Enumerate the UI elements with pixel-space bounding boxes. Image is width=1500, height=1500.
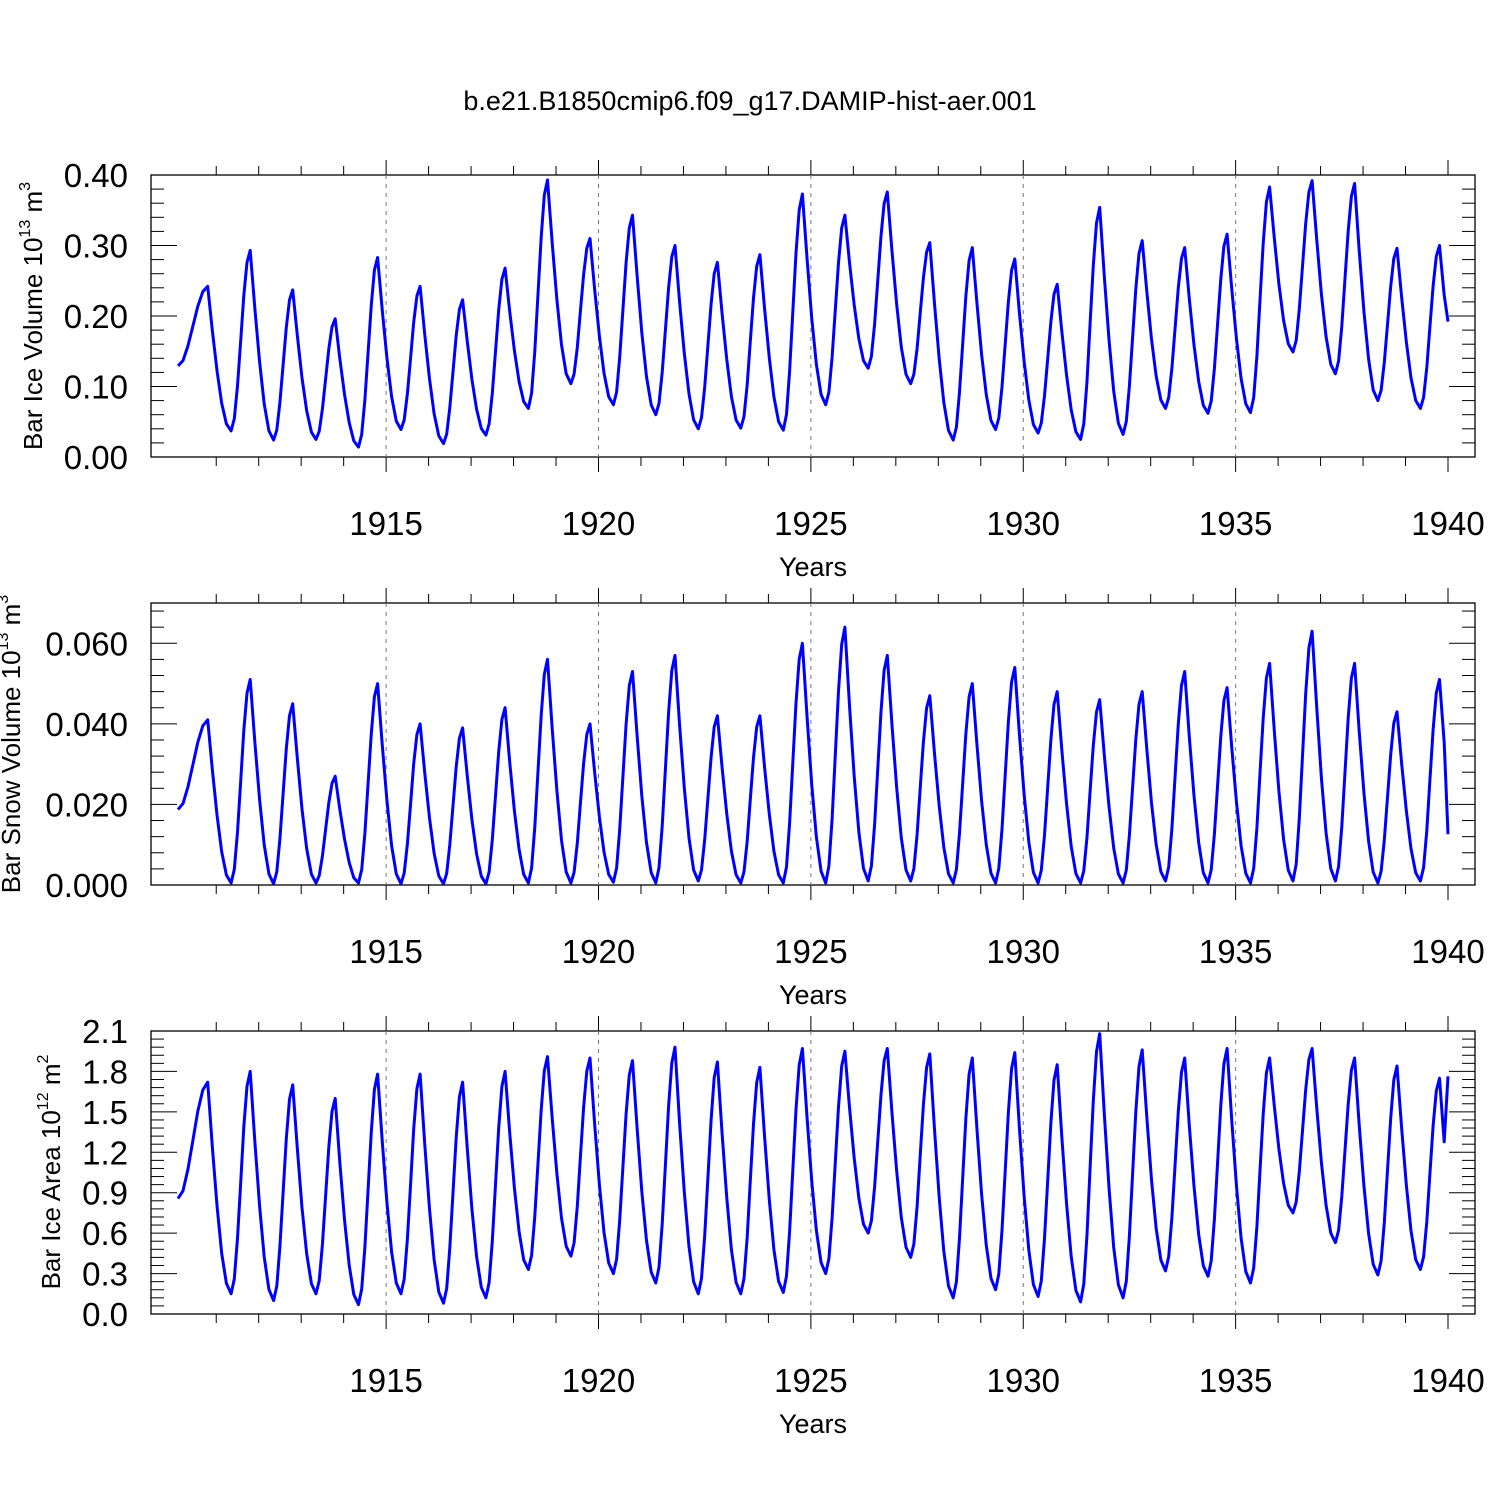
panel-3: 1915 1920 1925 1930 1935 1940 Years 0.00.3 0.60.… (35, 1013, 1485, 1439)
y-tick-label: 0.040 (45, 706, 128, 743)
y-tick-label: 1.5 (82, 1094, 128, 1131)
y-tick-label: 0.060 (45, 625, 128, 662)
y-tick-label: 0.6 (82, 1215, 128, 1252)
x-tick-label: 1920 (562, 505, 635, 542)
x-tick-label: 1940 (1411, 933, 1484, 970)
x-tick-label: 1935 (1199, 505, 1272, 542)
x-tick-label: 1930 (987, 1362, 1060, 1399)
x-tick-label: 1930 (987, 505, 1060, 542)
series-line (176, 1032, 1450, 1307)
y-tick-label: 0.9 (82, 1175, 128, 1212)
y-axis-label: Bar Ice Area 1012 m2 (35, 1054, 66, 1289)
y-tick-label: 2.1 (82, 1013, 128, 1050)
panel-1: 1915 1920 1925 1930 1935 1940 Years 0.00 0.10 0.2… (17, 157, 1485, 582)
series-line (176, 178, 1450, 449)
x-tick-label: 1915 (349, 505, 422, 542)
y-tick-label: 1.8 (82, 1053, 128, 1090)
y-tick-label: 0.000 (45, 867, 128, 904)
x-axis-label: Years (779, 552, 847, 582)
panels-group: 1915 1920 1925 1930 1935 1940 Years 0.00 0.10 0.2… (0, 157, 1485, 1439)
figure-title: b.e21.B1850cmip6.f09_g17.DAMIP-hist-aer.… (463, 86, 1036, 116)
y-tick-label: 0.0 (82, 1296, 128, 1333)
y-label-text: Bar Ice Volume 10 (18, 238, 48, 450)
y-label-text: Bar Snow Volume 10 (0, 650, 26, 893)
y-label-text: Bar Ice Area 10 (36, 1110, 66, 1289)
x-tick-label: 1925 (774, 1362, 847, 1399)
y-label-exponent: 13 (0, 632, 12, 650)
y-label-unit: m (18, 191, 48, 220)
series-line (176, 625, 1450, 886)
y-label-exponent: 12 (35, 1092, 52, 1110)
y-label-unit-exponent: 2 (35, 1054, 52, 1063)
x-tick-label: 1925 (774, 505, 847, 542)
plot-frame (150, 1030, 1476, 1315)
y-label-exponent: 13 (17, 220, 34, 238)
y-label-unit: m (36, 1063, 66, 1092)
x-axis-label: Years (779, 980, 847, 1010)
y-tick-label: 0.10 (64, 369, 128, 406)
y-label-unit: m (0, 604, 26, 633)
x-tick-label: 1925 (774, 933, 847, 970)
y-axis-label: Bar Snow Volume 1013 m3 (0, 595, 26, 894)
y-label-unit-exponent: 3 (0, 595, 12, 604)
y-tick-label: 1.2 (82, 1134, 128, 1171)
plot-frame (150, 602, 1476, 886)
x-tick-label: 1930 (987, 933, 1060, 970)
x-tick-label: 1915 (349, 1362, 422, 1399)
y-tick-label: 0.20 (64, 298, 128, 335)
y-tick-label: 0.00 (64, 439, 128, 476)
x-tick-label: 1940 (1411, 505, 1484, 542)
x-axis-label: Years (779, 1409, 847, 1439)
x-tick-label: 1920 (562, 1362, 635, 1399)
panel-2: 1915 1920 1925 1930 1935 1940 Years 0.000 0.020 0… (0, 588, 1485, 1010)
y-tick-label: 0.40 (64, 157, 128, 194)
x-tick-label: 1915 (349, 933, 422, 970)
x-tick-label: 1940 (1411, 1362, 1484, 1399)
y-axis-label: Bar Ice Volume 1013 m3 (17, 182, 48, 450)
y-label-unit-exponent: 3 (17, 182, 34, 191)
y-tick-label: 0.3 (82, 1256, 128, 1293)
y-tick-label: 0.30 (64, 228, 128, 265)
x-tick-label: 1935 (1199, 1362, 1272, 1399)
x-tick-label: 1920 (562, 933, 635, 970)
x-tick-label: 1935 (1199, 933, 1272, 970)
y-tick-label: 0.020 (45, 786, 128, 823)
